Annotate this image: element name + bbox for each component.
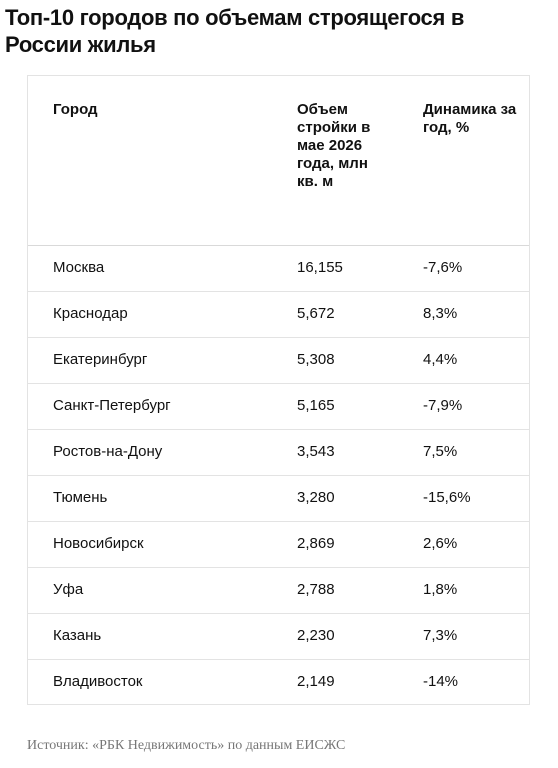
table-row: Ростов-на-Дону 3,543 7,5% [28, 430, 529, 476]
table-cell: Москва [53, 259, 105, 276]
table-cell: Владивосток [53, 673, 143, 690]
table-cell: 8,3% [423, 305, 458, 322]
table-cell: 5,308 [297, 351, 335, 368]
table-cell: Екатеринбург [53, 351, 148, 368]
table-row: Уфа 2,788 1,8% [28, 568, 529, 614]
table-cell: 3,543 [297, 443, 335, 460]
source: Источник: «РБК Недвижимость» по данным Е… [27, 738, 346, 753]
table-cell: Санкт-Петербург [53, 397, 171, 414]
table-cell: 2,788 [297, 581, 335, 598]
title: Топ-10 городов по объемам строящегося в … [5, 5, 465, 57]
header-divider [28, 245, 529, 246]
table-cell: Новосибирск [53, 535, 144, 552]
table-row: Тюмень 3,280 -15,6% [28, 476, 529, 522]
table-row: Казань 2,230 7,3% [28, 614, 529, 660]
table-row: Новосибирск 2,869 2,6% [28, 522, 529, 568]
table-cell: Уфа [53, 581, 84, 598]
table-cell: -14% [423, 673, 459, 690]
table: Город Объем стройки в мае 2026 года, млн… [27, 75, 530, 705]
table-row: Екатеринбург 5,308 4,4% [28, 338, 529, 384]
column-header: Динамика за год, % [423, 101, 517, 136]
table-cell: 7,5% [423, 443, 458, 460]
table-row: Краснодар 5,672 8,3% [28, 292, 529, 338]
table-cell: 2,230 [297, 627, 335, 644]
table-cell: Ростов-на-Дону [53, 443, 163, 460]
table-row: Москва 16,155 -7,6% [28, 246, 529, 292]
table-cell: -7,6% [423, 259, 463, 276]
table-cell: -7,9% [423, 397, 463, 414]
table-row: Санкт-Петербург 5,165 -7,9% [28, 384, 529, 430]
table-cell: Тюмень [53, 489, 108, 506]
table-cell: 5,672 [297, 305, 335, 322]
table-cell: 1,8% [423, 581, 458, 598]
column-header: Объем стройки в мае 2026 года, млн кв. м [297, 101, 371, 190]
table-cell: 2,869 [297, 535, 335, 552]
table-cell: 7,3% [423, 627, 458, 644]
table-cell: 5,165 [297, 397, 335, 414]
table-cell: 3,280 [297, 489, 335, 506]
table-cell: 4,4% [423, 351, 458, 368]
table-cell: Краснодар [53, 305, 128, 322]
table-row: Владивосток 2,149 -14% [28, 660, 529, 706]
table-cell: 2,149 [297, 673, 335, 690]
table-cell: 2,6% [423, 535, 458, 552]
table-cell: -15,6% [423, 489, 471, 506]
column-header: Город [53, 101, 98, 118]
table-cell: 16,155 [297, 259, 343, 276]
table-cell: Казань [53, 627, 102, 644]
